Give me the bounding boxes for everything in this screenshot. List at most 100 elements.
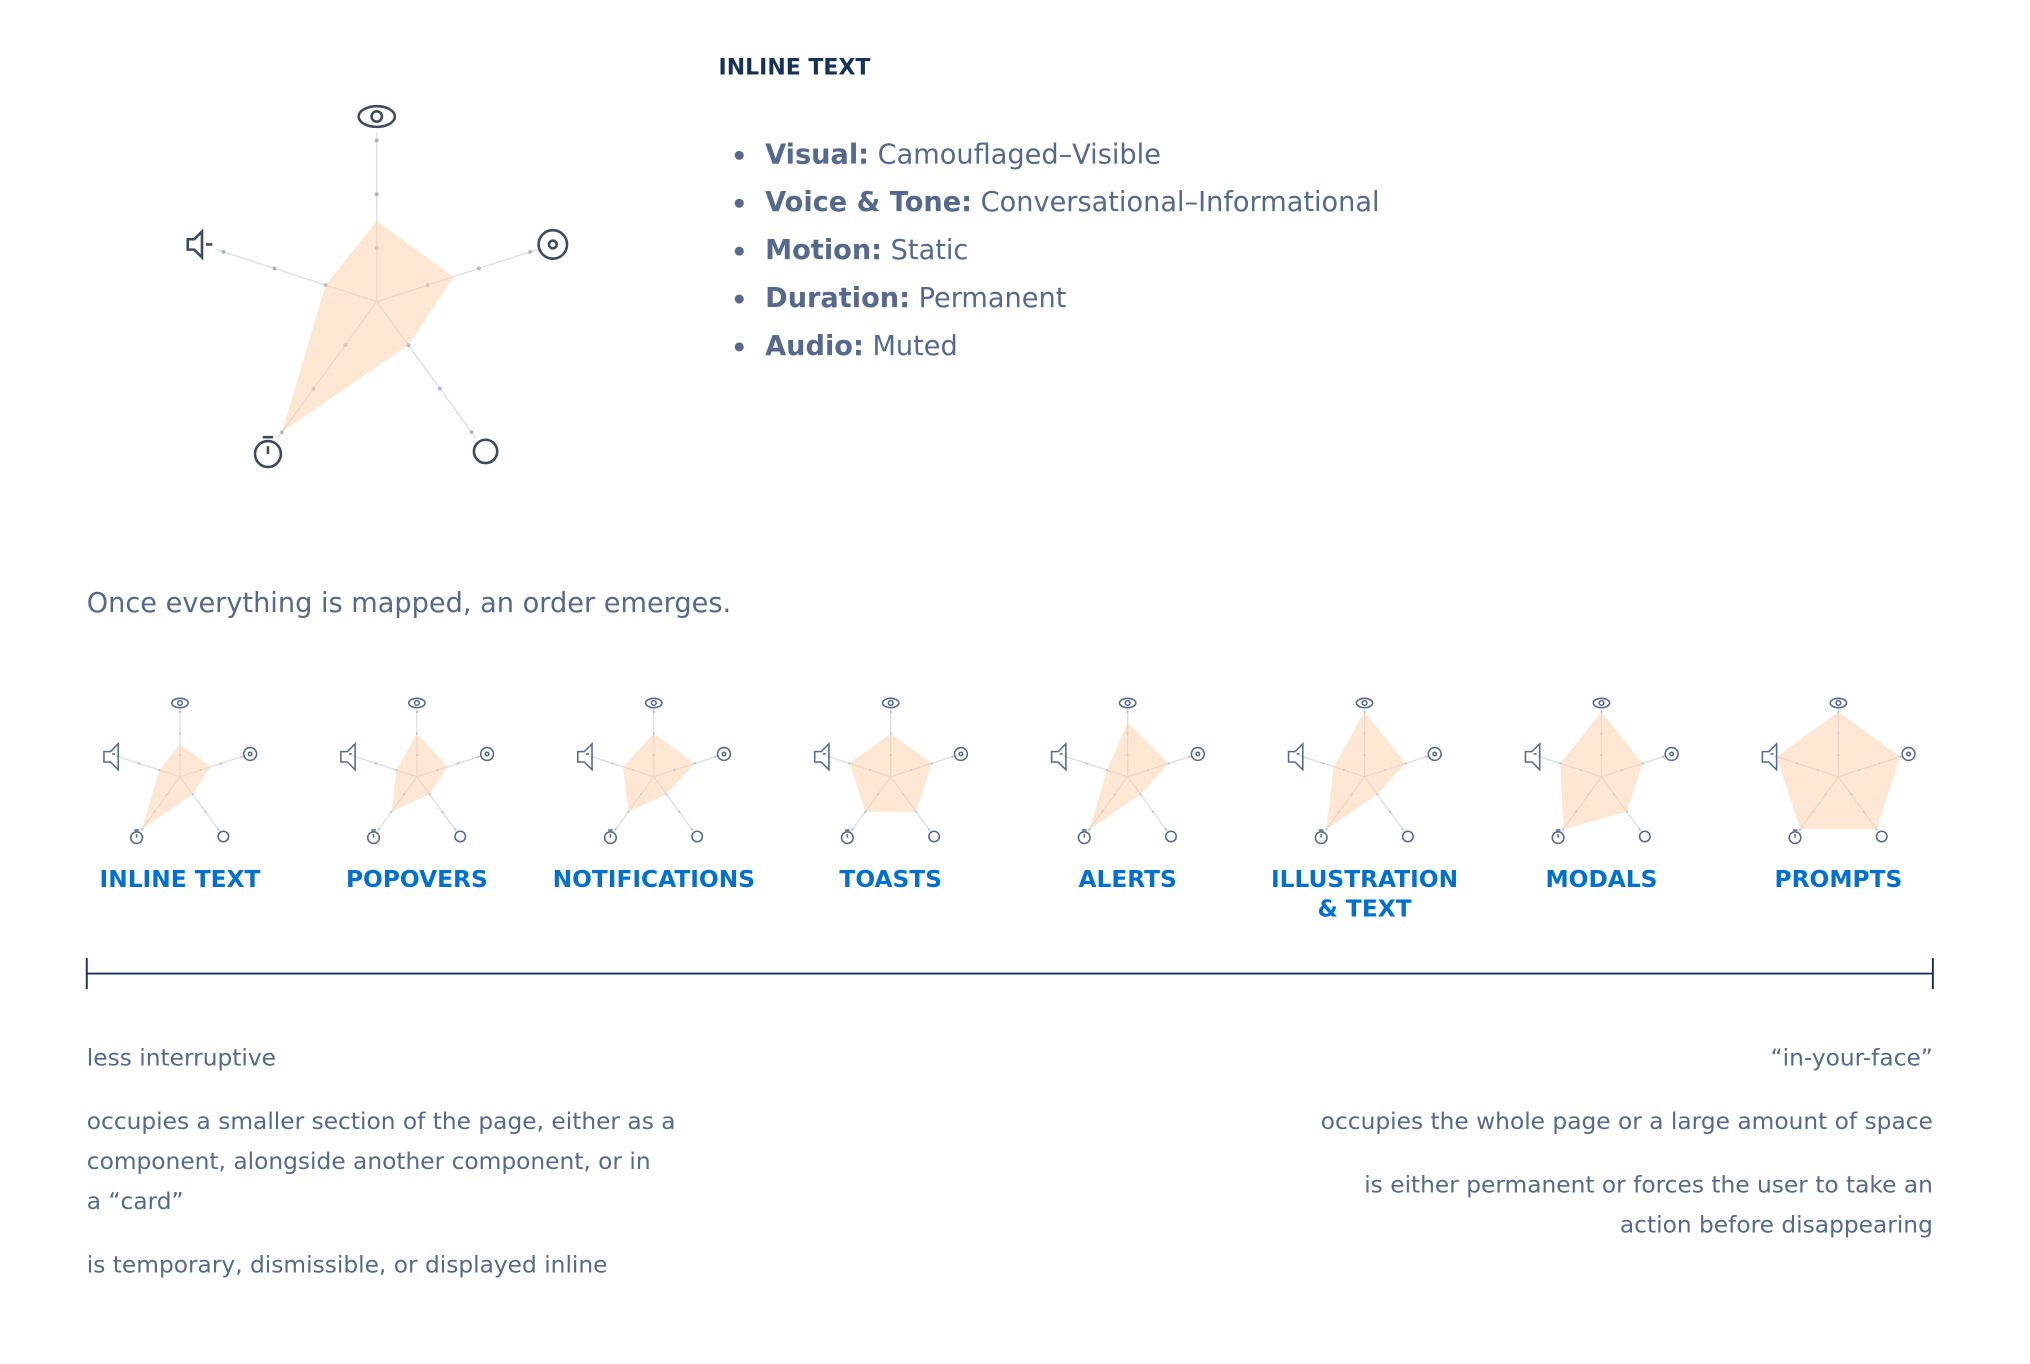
axis-icon	[1875, 830, 1888, 843]
speaker-icon	[103, 741, 119, 772]
axis-dot	[220, 762, 223, 765]
axis-icon	[1664, 746, 1679, 762]
axis-dot	[1662, 755, 1665, 758]
pattern-label: MODALS	[1545, 866, 1657, 893]
motion-icon	[1401, 830, 1414, 843]
axis-dot	[477, 266, 481, 271]
axis-icon	[253, 435, 283, 469]
bullet	[734, 198, 744, 208]
detail-title: INLINE TEXT	[719, 56, 871, 81]
bubble-dot	[484, 751, 490, 757]
motion-icon	[217, 830, 230, 843]
axis-icon	[357, 104, 397, 129]
axis-icon	[881, 697, 900, 709]
eye-icon	[171, 697, 189, 709]
bubble-dot	[1432, 751, 1438, 757]
bubble-icon	[1901, 746, 1916, 762]
scale-note: is temporary, dismissible, or displayed …	[87, 1252, 608, 1279]
bullet-label: Duration:	[765, 283, 910, 314]
axis-dot	[272, 266, 277, 271]
motion-icon	[691, 830, 704, 843]
bullet-value: Permanent	[919, 283, 1067, 314]
radar-shape	[1089, 722, 1169, 830]
axis-dot	[217, 828, 220, 831]
axis-icon	[813, 741, 830, 772]
timer-icon	[1314, 831, 1328, 845]
bullet-value: Static	[891, 235, 969, 266]
axis-dot	[1188, 755, 1191, 758]
axis-icon	[340, 741, 356, 772]
radar-shape	[849, 733, 932, 812]
axis-icon	[479, 746, 495, 762]
axis-dot	[240, 755, 243, 758]
axis-dot	[1401, 828, 1404, 831]
axis-icon	[472, 438, 499, 465]
axis-dot	[374, 762, 377, 765]
axis-dot	[137, 762, 140, 765]
axis-icon	[716, 746, 732, 762]
axis-icon	[840, 829, 854, 845]
bullet-label: Visual:	[765, 139, 869, 170]
bubble-dot	[1669, 751, 1675, 757]
pattern-label: INLINE TEXT	[100, 866, 261, 893]
scale-note: component, alongside another component, …	[87, 1148, 651, 1175]
bullet-label: Motion:	[765, 235, 882, 266]
bullet	[734, 294, 744, 304]
bullet	[734, 342, 744, 352]
axis-dot	[178, 710, 182, 713]
radar-shape	[1560, 711, 1643, 830]
axis-dot	[377, 828, 380, 831]
speaker-icon	[1287, 741, 1304, 772]
axis-dot	[951, 755, 954, 758]
axis-dot	[477, 755, 480, 758]
axis-icon	[407, 697, 426, 709]
axis-icon	[1164, 830, 1178, 843]
axis-dot	[204, 810, 207, 813]
speaker-icon	[1524, 741, 1541, 772]
bubble-dot	[247, 751, 253, 757]
pattern-label: NOTIFICATIONS	[553, 866, 755, 893]
timer-icon	[840, 831, 854, 845]
timer-icon	[130, 831, 144, 845]
intro: Once everything is mapped, an order emer…	[87, 588, 731, 619]
eye-pupil	[1361, 699, 1368, 707]
axis-dot	[374, 192, 379, 197]
scale-title: “in-your-face”	[1771, 1044, 1933, 1071]
bubble-icon	[1190, 746, 1205, 762]
axis-dot	[415, 710, 418, 713]
eye-pupil	[413, 699, 420, 707]
axis-icon	[1592, 697, 1611, 709]
axis-dot	[1638, 828, 1641, 831]
bubble-icon	[953, 746, 969, 762]
eye-icon	[644, 697, 663, 709]
axis-dot	[1085, 762, 1088, 765]
axis-dot	[528, 249, 532, 254]
timer-icon	[366, 831, 381, 845]
speaker-icon	[1050, 741, 1067, 772]
eye-pupil	[1835, 699, 1842, 707]
axis-icon	[1190, 746, 1205, 762]
axis-icon	[537, 228, 569, 260]
radar-shape	[622, 733, 695, 812]
timer-icon	[1788, 831, 1802, 845]
timer-icon	[253, 439, 283, 469]
axis-icon	[603, 829, 618, 845]
axis-dot	[678, 810, 681, 813]
bullet	[734, 150, 744, 160]
motion-icon	[1164, 830, 1178, 843]
eye-pupil	[887, 699, 894, 707]
speaker-icon	[186, 228, 204, 261]
axis-icon	[1401, 830, 1414, 843]
axis-icon	[103, 741, 119, 772]
eye-pupil	[650, 699, 657, 707]
axis-dot	[221, 249, 226, 254]
speaker-icon	[340, 741, 356, 772]
bullet-text: Motion: Static	[765, 235, 968, 266]
scale-note: a “card”	[87, 1188, 184, 1215]
speaker-icon	[813, 741, 830, 772]
axis-icon	[953, 746, 969, 762]
timer-icon	[1077, 831, 1091, 845]
bullet	[734, 246, 744, 256]
motion-icon	[454, 830, 467, 843]
bubble-dot	[1906, 751, 1912, 757]
